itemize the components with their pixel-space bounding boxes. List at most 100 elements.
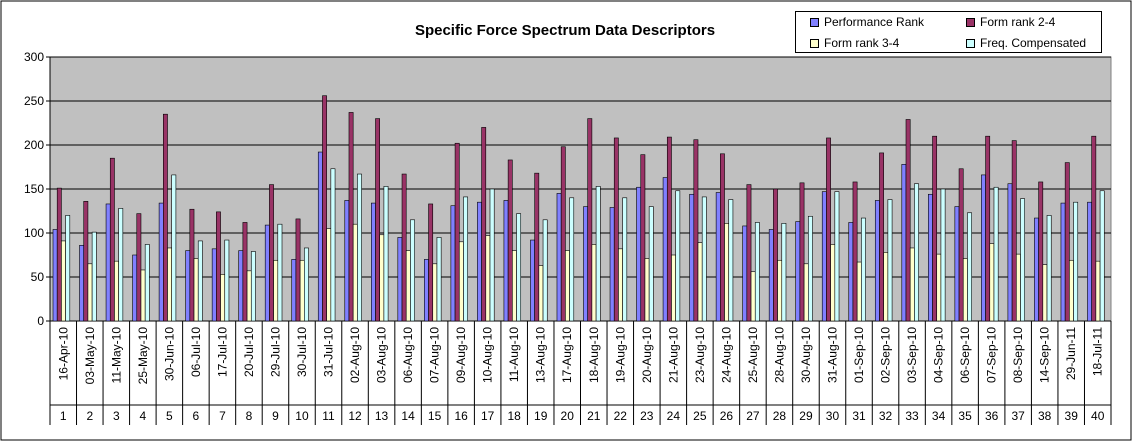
bar xyxy=(848,222,854,322)
bar xyxy=(1042,264,1048,322)
bar xyxy=(556,193,562,322)
x-tick-label-date: 14-Sep-10 xyxy=(1038,327,1052,383)
bar xyxy=(1095,260,1101,322)
bar xyxy=(52,229,58,322)
bar xyxy=(1091,135,1097,322)
bar xyxy=(277,223,283,322)
bar xyxy=(450,205,456,322)
bar xyxy=(65,215,71,322)
bar xyxy=(463,196,468,322)
bar xyxy=(1015,253,1021,322)
legend-swatch-freq-compensated xyxy=(966,38,975,48)
bar xyxy=(883,252,889,322)
bar xyxy=(989,243,995,322)
x-tick-label-index: 11 xyxy=(322,409,335,423)
bar xyxy=(105,203,111,322)
bar xyxy=(768,229,774,322)
bar xyxy=(322,95,327,322)
bar xyxy=(295,218,301,322)
bar xyxy=(269,184,274,322)
bar xyxy=(344,200,350,322)
x-tick-label-date: 03-Aug-10 xyxy=(375,327,389,383)
bar xyxy=(675,190,681,322)
bar xyxy=(1099,190,1105,322)
bar xyxy=(693,139,699,322)
bar xyxy=(724,223,730,322)
x-tick-label-index: 2 xyxy=(86,409,93,423)
x-tick-label-index: 37 xyxy=(1011,409,1025,423)
bar xyxy=(909,247,915,322)
x-tick-label-date: 06-Sep-10 xyxy=(958,327,972,383)
x-tick-label-date: 02-Sep-10 xyxy=(879,327,893,383)
bar xyxy=(481,127,487,322)
x-tick-label-index: 17 xyxy=(481,409,495,423)
bar xyxy=(352,223,358,322)
bar xyxy=(516,213,522,322)
x-tick-label-index: 13 xyxy=(375,409,389,423)
x-tick-label-date: 30-Jun-10 xyxy=(162,327,176,381)
bar xyxy=(962,258,968,322)
bar xyxy=(993,186,999,322)
x-tick-label-date: 06-Jul-10 xyxy=(189,327,203,377)
legend-swatch-form-rank-2-4 xyxy=(966,17,975,27)
x-tick-label-date: 11-Aug-10 xyxy=(507,327,521,382)
bar xyxy=(803,263,809,322)
x-tick-label-index: 9 xyxy=(272,409,279,423)
bar xyxy=(167,247,172,322)
bar xyxy=(458,241,464,322)
x-tick-label-index: 39 xyxy=(1065,409,1079,423)
x-tick-label-date: 13-Aug-10 xyxy=(534,327,548,383)
bar xyxy=(507,159,513,322)
legend-swatch-performance-rank xyxy=(810,17,819,27)
x-tick-label-index: 15 xyxy=(428,409,442,423)
bar xyxy=(981,174,986,322)
bar xyxy=(583,206,588,322)
x-tick-label-index: 20 xyxy=(561,409,575,423)
bar xyxy=(799,182,805,322)
x-tick-label-index: 8 xyxy=(246,409,253,423)
bar xyxy=(901,164,907,322)
x-tick-label-index: 23 xyxy=(640,409,654,423)
legend-label-form-rank-3-4: Form rank 3-4 xyxy=(824,36,900,50)
bar xyxy=(940,188,946,322)
bar xyxy=(1087,201,1092,322)
bar xyxy=(874,200,880,322)
x-tick-label-date: 18-Aug-10 xyxy=(587,327,601,383)
bar xyxy=(291,259,297,322)
bar xyxy=(640,154,646,322)
bar xyxy=(136,213,142,322)
bar xyxy=(595,186,601,322)
bar xyxy=(742,225,748,322)
bar xyxy=(746,184,752,322)
x-tick-label-date: 03-Sep-10 xyxy=(905,327,919,383)
bar xyxy=(697,242,703,322)
bar xyxy=(834,191,840,322)
bar xyxy=(61,240,66,322)
bar xyxy=(163,113,168,322)
y-tick-label: 250 xyxy=(24,94,44,108)
bar xyxy=(591,244,597,322)
bar xyxy=(887,199,893,322)
bar xyxy=(158,202,164,322)
bar xyxy=(715,192,721,322)
legend-item-freq-compensated: Freq. Compensated xyxy=(966,36,1086,50)
bar xyxy=(114,260,119,322)
bar xyxy=(530,239,535,322)
bar xyxy=(985,135,991,322)
bar xyxy=(238,250,244,322)
bar xyxy=(83,201,89,322)
bar xyxy=(609,207,615,322)
bar xyxy=(91,231,97,322)
bar xyxy=(781,223,787,322)
bar xyxy=(140,269,146,322)
bar xyxy=(932,135,938,322)
x-tick-label-index: 35 xyxy=(958,409,972,423)
bar xyxy=(317,151,323,322)
x-tick-label-index: 25 xyxy=(693,409,707,423)
x-tick-label-index: 24 xyxy=(667,409,681,423)
x-tick-label-date: 30-Aug-10 xyxy=(799,327,813,383)
x-tick-label-date: 17-Jul-10 xyxy=(215,327,229,377)
bar xyxy=(189,208,195,322)
x-tick-label-date: 07-Sep-10 xyxy=(985,327,999,383)
